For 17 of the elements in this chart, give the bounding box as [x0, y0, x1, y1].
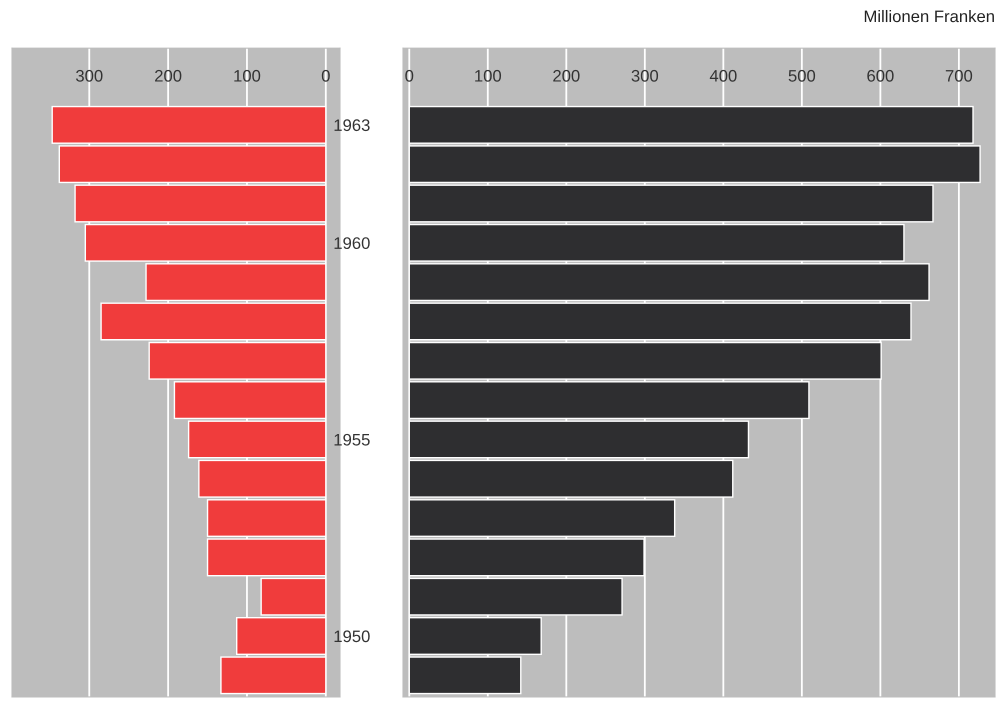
x-tick-label: 300 [76, 70, 103, 82]
x-tick-label: 100 [234, 70, 260, 82]
x-tick-label: 200 [155, 70, 182, 82]
x-tick-label: 300 [632, 70, 658, 82]
y-tick-label: 1960 [334, 237, 370, 250]
y-tick-label: 1955 [334, 434, 370, 446]
x-tick-label: 600 [867, 70, 894, 82]
x-tick-label: 200 [553, 70, 580, 82]
x-tick-label: 700 [946, 70, 972, 82]
x-tick-label: 500 [788, 70, 816, 82]
x-tick-label: 0 [405, 70, 414, 82]
x-tick-label: 400 [710, 70, 737, 82]
y-tick-label: 1950 [334, 630, 370, 642]
x-tick-label: 0 [322, 70, 330, 82]
y-tick-label: 1963 [334, 119, 370, 132]
x-axis-title: Millionen Franken [864, 10, 994, 22]
x-tick-label: 100 [475, 70, 502, 82]
